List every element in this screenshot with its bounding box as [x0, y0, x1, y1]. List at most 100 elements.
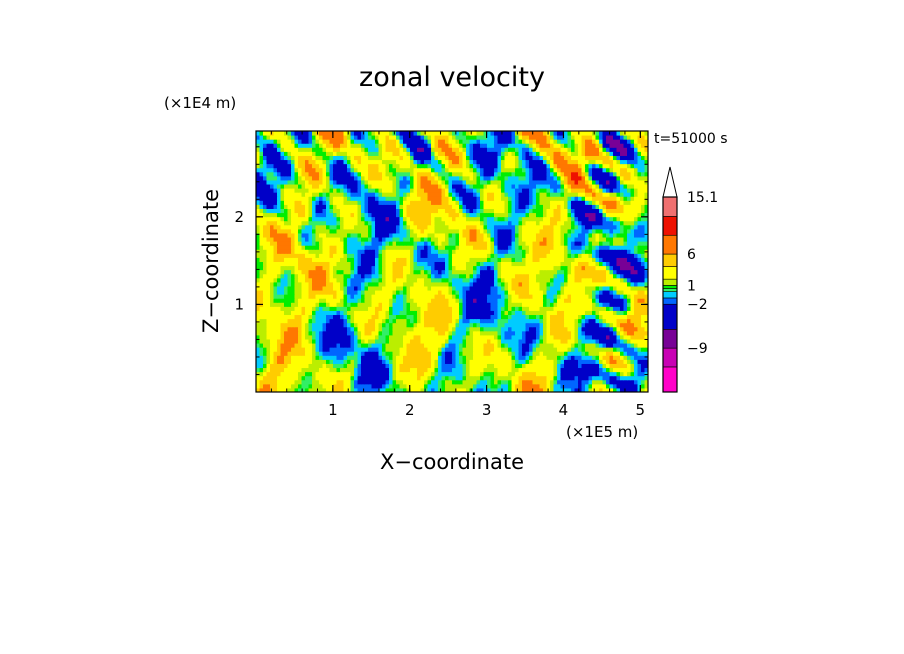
heatmap-cell [410, 343, 414, 348]
heatmap-cell [532, 228, 537, 234]
heatmap-cell [287, 228, 292, 234]
heatmap-cell [609, 314, 614, 320]
heatmap-cell [529, 322, 533, 328]
heatmap-cell [501, 294, 505, 299]
heatmap-cell [459, 355, 463, 360]
heatmap-cell [574, 285, 579, 291]
heatmap-cell [424, 212, 428, 218]
heatmap-cell [483, 294, 488, 299]
heatmap-cell [511, 269, 516, 275]
heatmap-cell [627, 371, 631, 377]
heatmap-cell [340, 351, 344, 356]
heatmap-cell [357, 306, 362, 311]
heatmap-cell [581, 363, 586, 369]
heatmap-cell [508, 343, 512, 348]
heatmap-cell [343, 371, 348, 377]
heatmap-cell [389, 237, 393, 242]
heatmap-cell [620, 228, 624, 234]
heatmap-cell [385, 363, 390, 369]
heatmap-cell [585, 355, 589, 360]
heatmap-cell [613, 294, 617, 299]
heatmap-cell [476, 355, 481, 360]
heatmap-cell [494, 310, 498, 316]
heatmap-cell [368, 330, 372, 336]
heatmap-cell [466, 298, 470, 303]
heatmap-cell [445, 273, 449, 279]
heatmap-cell [588, 355, 593, 360]
heatmap-cell [473, 302, 477, 307]
heatmap-cell [389, 220, 393, 226]
heatmap-cell [382, 298, 386, 303]
heatmap-cell [564, 294, 568, 299]
heatmap-cell [354, 351, 358, 356]
heatmap-cell [536, 269, 540, 275]
heatmap-cell [599, 383, 603, 389]
heatmap-cell [417, 220, 421, 226]
heatmap-cell [280, 387, 285, 392]
heatmap-cell [368, 224, 372, 230]
heatmap-cell [480, 310, 484, 316]
heatmap-cell [627, 277, 631, 283]
heatmap-cell [602, 228, 607, 234]
heatmap-cell [532, 298, 537, 303]
heatmap-cell [550, 237, 554, 242]
heatmap-cell [627, 261, 631, 267]
heatmap-cell [431, 347, 435, 352]
heatmap-cell [319, 383, 323, 389]
heatmap-cell [641, 285, 645, 291]
heatmap-cell [602, 237, 607, 242]
heatmap-cell [574, 310, 579, 316]
heatmap-cell [291, 220, 295, 226]
heatmap-cell [644, 334, 648, 340]
heatmap-cell [501, 212, 505, 218]
heatmap-cell [571, 322, 575, 328]
heatmap-cell [301, 387, 306, 392]
heatmap-cell [620, 379, 624, 385]
heatmap-cell [270, 310, 274, 316]
heatmap-cell [522, 285, 526, 291]
heatmap-cell [368, 277, 372, 283]
heatmap-cell [518, 367, 523, 373]
heatmap-cell [298, 355, 302, 360]
heatmap-cell [336, 290, 341, 295]
heatmap-cell [644, 363, 648, 369]
heatmap-cell [511, 216, 516, 222]
heatmap-cell [627, 241, 631, 246]
heatmap-cell [294, 261, 299, 267]
heatmap-cell [585, 383, 589, 389]
heatmap-cell [462, 237, 467, 242]
heatmap-cell [490, 277, 495, 283]
heatmap-cell [326, 241, 330, 246]
heatmap-cell [501, 253, 505, 258]
heatmap-cell [459, 224, 463, 230]
heatmap-cell [301, 281, 306, 287]
heatmap-cell [455, 302, 460, 307]
heatmap-cell [462, 281, 467, 287]
heatmap-cell [403, 298, 407, 303]
heatmap-cell [284, 212, 288, 218]
heatmap-cell [315, 375, 320, 381]
heatmap-cell [613, 338, 617, 344]
heatmap-cell [637, 343, 642, 348]
heatmap-cell [627, 326, 631, 332]
heatmap-cell [483, 208, 488, 214]
heatmap-cell [511, 338, 516, 344]
heatmap-cell [574, 330, 579, 336]
heatmap-cell [518, 383, 523, 389]
heatmap-cell [312, 228, 316, 234]
heatmap-cell [291, 326, 295, 332]
heatmap-cell [361, 379, 365, 385]
heatmap-cell [315, 334, 320, 340]
heatmap-cell [452, 326, 456, 332]
heatmap-cell [266, 224, 271, 230]
heatmap-cell [602, 253, 607, 258]
heatmap-cell [319, 343, 323, 348]
heatmap-cell [270, 208, 274, 214]
heatmap-cell [364, 338, 369, 344]
heatmap-cell [466, 387, 470, 392]
heatmap-cell [564, 216, 568, 222]
heatmap-cell [312, 269, 316, 275]
heatmap-cell [609, 269, 614, 275]
heatmap-cell [322, 363, 327, 369]
heatmap-cell [301, 318, 306, 324]
